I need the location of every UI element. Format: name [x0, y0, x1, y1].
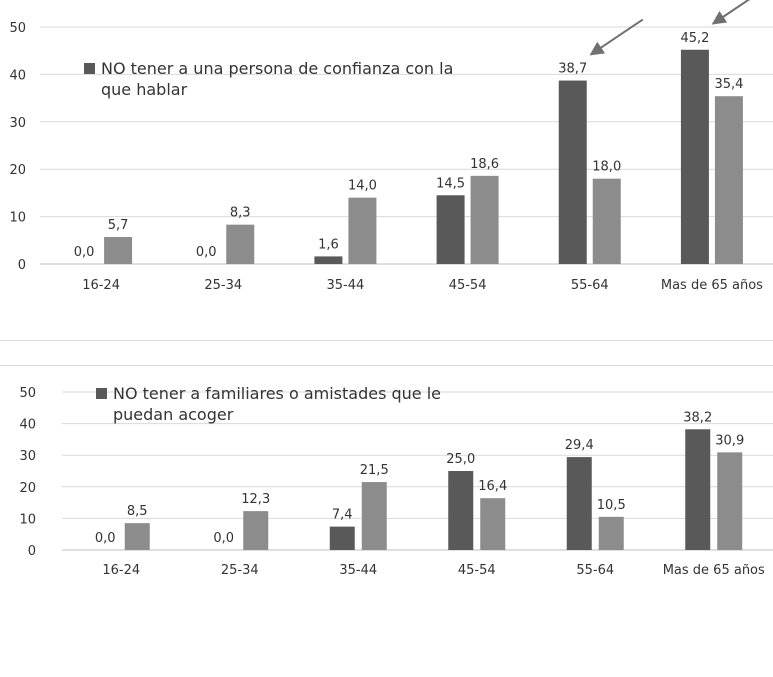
bar-series2-Mas de 65 años — [717, 452, 743, 550]
y-tick-label: 10 — [9, 211, 26, 226]
data-label: 10,5 — [597, 498, 626, 513]
bar-series1-35-44 — [314, 256, 343, 264]
chart-panel-2: 0 10 20 30 40 50 0,0 8,5 16-24 0,0 12,3 25-34 7,4 21,… — [0, 365, 773, 677]
x-category-label: 16-24 — [102, 563, 140, 578]
y-tick-label: 10 — [19, 512, 36, 527]
x-category-label: 45-54 — [449, 278, 487, 293]
x-category-label: 45-54 — [458, 563, 496, 578]
x-category-label: 35-44 — [339, 563, 377, 578]
x-category-label: 25-34 — [221, 563, 259, 578]
y-tick-label: 40 — [9, 68, 26, 83]
data-label: 0,0 — [196, 245, 217, 260]
y-tick-label: 20 — [9, 163, 26, 178]
chart-panel-1: 0 10 20 30 40 50 0,0 5,7 16-24 0,0 8,3 25-34 1,6 14,0… — [0, 0, 773, 341]
data-label: 18,0 — [592, 160, 621, 175]
data-label: 18,6 — [470, 157, 499, 172]
x-category-label: 55-64 — [571, 278, 609, 293]
bar-series1-Mas de 65 años — [685, 429, 711, 550]
y-tick-label: 20 — [19, 481, 36, 496]
chart-2-legend: NO tener a familiares o amistades que le… — [96, 383, 476, 425]
data-label: 25,0 — [446, 452, 475, 467]
bar-series2-35-44 — [348, 197, 377, 264]
chart-2-legend-line2: puedan acoger — [113, 405, 234, 424]
bar-series1-45-54 — [448, 471, 474, 550]
chart-1-legend-line1: NO tener a una persona de confianza con … — [101, 59, 454, 78]
bar-series2-16-24 — [104, 236, 133, 264]
data-label: 8,3 — [230, 206, 251, 221]
data-label: 14,5 — [436, 176, 465, 191]
chart-1-legend: NO tener a una persona de confianza con … — [84, 58, 484, 100]
data-label: 5,7 — [108, 218, 129, 233]
y-tick-label: 0 — [28, 544, 36, 559]
bar-series2-25-34 — [243, 511, 269, 550]
chart-2-legend-label: NO tener a familiares o amistades que le… — [113, 383, 441, 425]
chart-1-legend-label: NO tener a una persona de confianza con … — [101, 58, 453, 100]
y-tick-label: 0 — [18, 258, 26, 273]
chart-2-legend-swatch — [96, 388, 107, 399]
x-category-label: Mas de 65 años — [661, 278, 763, 293]
bar-series2-Mas de 65 años — [714, 96, 743, 264]
annotation-arrow — [711, 0, 750, 25]
bar-series2-16-24 — [124, 523, 150, 550]
data-label: 30,9 — [715, 433, 744, 448]
bar-series2-55-64 — [598, 516, 624, 550]
bar-series2-45-54 — [470, 175, 499, 264]
data-label: 7,4 — [332, 508, 353, 523]
bar-series2-25-34 — [226, 224, 255, 264]
bar-series1-Mas de 65 años — [680, 49, 709, 264]
y-tick-label: 30 — [19, 449, 36, 464]
data-label: 16,4 — [478, 479, 507, 494]
data-label: 1,6 — [318, 237, 339, 252]
data-label: 45,2 — [680, 31, 709, 46]
chart-1-legend-line2: que hablar — [101, 80, 188, 99]
y-tick-label: 40 — [19, 418, 36, 433]
data-label: 0,0 — [74, 245, 95, 260]
x-category-label: 25-34 — [204, 278, 242, 293]
data-label: 35,4 — [714, 77, 743, 92]
bar-series1-55-64 — [566, 457, 592, 550]
bar-series2-55-64 — [592, 178, 621, 264]
bar-series1-55-64 — [558, 80, 587, 264]
x-category-label: Mas de 65 años — [663, 563, 765, 578]
bar-series2-45-54 — [480, 498, 506, 550]
y-tick-label: 50 — [19, 386, 36, 401]
bar-series1-45-54 — [436, 195, 465, 264]
bar-series1-35-44 — [329, 526, 355, 550]
data-label: 21,5 — [360, 463, 389, 478]
x-category-label: 55-64 — [576, 563, 614, 578]
y-tick-label: 30 — [9, 116, 26, 131]
annotation-arrow — [589, 18, 644, 56]
y-tick-label: 50 — [9, 21, 26, 36]
data-label: 0,0 — [213, 531, 234, 546]
data-label: 0,0 — [95, 531, 116, 546]
data-label: 29,4 — [565, 438, 594, 453]
x-category-label: 35-44 — [327, 278, 365, 293]
chart-2-legend-line1: NO tener a familiares o amistades que le — [113, 384, 442, 403]
bar-series2-35-44 — [361, 482, 387, 550]
chart-1-svg: 0 10 20 30 40 50 0,0 5,7 16-24 0,0 8,3 25-34 1,6 14,0… — [9, 0, 773, 293]
data-label: 38,2 — [683, 410, 712, 425]
data-label: 12,3 — [241, 492, 270, 507]
data-label: 8,5 — [127, 504, 148, 519]
chart-1-legend-swatch — [84, 63, 95, 74]
data-label: 38,7 — [558, 62, 587, 77]
data-label: 14,0 — [348, 179, 377, 194]
x-category-label: 16-24 — [82, 278, 120, 293]
chart-2-svg: 0 10 20 30 40 50 0,0 8,5 16-24 0,0 12,3 25-34 7,4 21,… — [19, 386, 773, 578]
